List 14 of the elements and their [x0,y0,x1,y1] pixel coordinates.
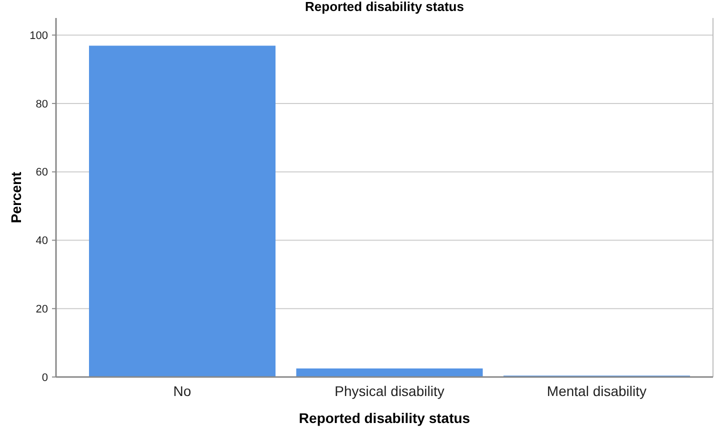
y-tick-label: 80 [36,98,48,110]
x-tick-label: Mental disability [546,383,647,399]
bar [89,46,276,377]
y-tick-label: 100 [30,30,48,42]
x-tick-label: No [173,383,192,399]
x-tick-label: Physical disability [334,383,444,399]
y-tick-label: 0 [42,372,48,384]
x-axis-title: Reported disability status [298,410,470,426]
y-tick-label: 60 [36,166,48,179]
bar [296,368,483,377]
chart-title: Reported disability status [305,0,464,14]
y-tick-label: 40 [36,235,48,248]
y-axis-title: Percent [8,171,24,224]
y-tick-label: 20 [36,303,48,316]
